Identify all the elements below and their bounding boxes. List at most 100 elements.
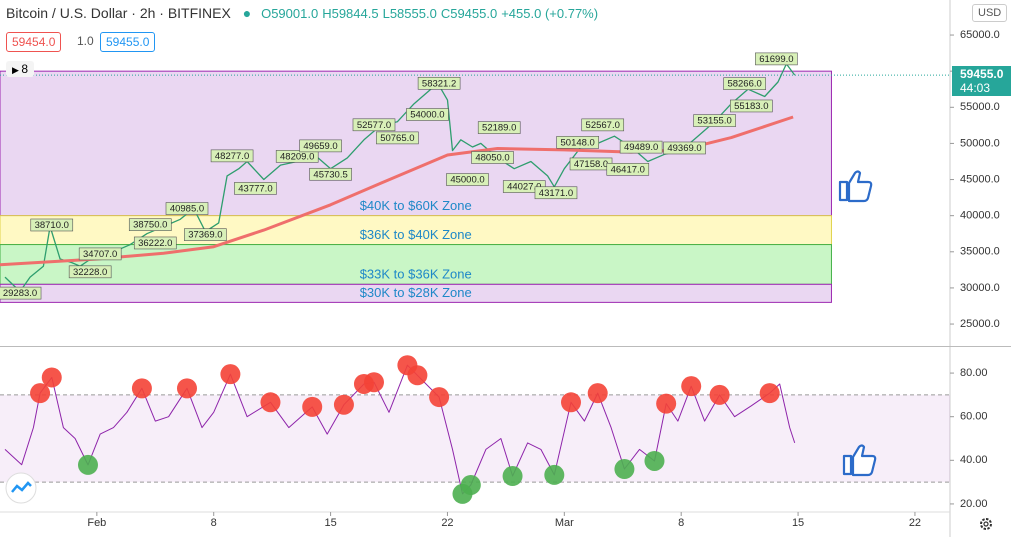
- price-label-box: [78, 247, 122, 261]
- y-tick-label: 35000.0: [960, 246, 1000, 258]
- y-tick-label: 80.00: [960, 367, 988, 379]
- currency-button[interactable]: USD: [972, 4, 1008, 22]
- price-label-box: [693, 114, 736, 127]
- settings-icon: [980, 518, 992, 530]
- change: +455.0 (+0.77%): [501, 6, 599, 21]
- symbol-title: Bitcoin / U.S. Dollar · 2h · BITFINEX: [6, 5, 231, 21]
- price-label-text: 44027.0: [507, 182, 541, 193]
- price-label-text: 49659.0: [303, 141, 337, 152]
- price-label-box: [723, 77, 766, 90]
- rsi-marker: [502, 466, 523, 487]
- price-label-box: [619, 140, 663, 154]
- rsi-marker: [544, 464, 565, 485]
- price-label: 48050.0: [471, 151, 514, 164]
- price-label-box: [184, 228, 227, 241]
- thumbs-up-icon: [842, 444, 877, 477]
- price-label-box: [299, 139, 342, 153]
- rsi-marker: [460, 474, 481, 495]
- rsi-marker: [644, 450, 665, 471]
- x-tick-label: 15: [324, 517, 336, 529]
- spread: 1.0: [77, 34, 94, 48]
- price-label-box: [556, 136, 599, 149]
- ask-button[interactable]: 59455.0: [100, 32, 156, 52]
- price-label-text: 38750.0: [133, 220, 167, 231]
- price-label: 48209.0: [275, 150, 319, 163]
- price-label: 32228.0: [68, 265, 112, 279]
- ohlc: O59001.0 H59844.5 L58555.0 C59455.0 +455.0 (…: [261, 6, 602, 21]
- price-label-box: [376, 131, 419, 145]
- rsi-marker: [709, 384, 730, 405]
- y-tick-label: 25000.0: [960, 318, 1000, 330]
- countdown: 44:03: [960, 81, 991, 95]
- price-label-box: [0, 286, 42, 300]
- price-label-box: [581, 118, 625, 132]
- price-label: 49659.0: [299, 139, 342, 153]
- price-label: 61699.0: [755, 52, 798, 66]
- price-label-text: 47158.0: [574, 159, 608, 170]
- price-label-text: 54000.0: [410, 110, 444, 121]
- price-label: 43777.0: [234, 182, 277, 195]
- price-label: 36222.0: [133, 236, 177, 250]
- price-label: 47158.0: [569, 157, 613, 171]
- price-label: 52577.0: [352, 118, 396, 132]
- price-label-text: 34707.0: [83, 249, 117, 260]
- price-label-text: 53155.0: [697, 116, 731, 127]
- rsi-marker: [561, 392, 582, 413]
- rsi-marker: [759, 383, 780, 404]
- rsi-marker: [333, 394, 354, 415]
- last-price: 59455.0: [960, 67, 1004, 81]
- rsi-marker: [176, 378, 197, 399]
- price-label: 58321.2: [417, 76, 461, 90]
- price-label-box: [663, 141, 706, 155]
- price-label-box: [471, 151, 514, 164]
- header: Bitcoin / U.S. Dollar · 2h · BITFINEX ● …: [6, 5, 602, 21]
- price-label-box: [309, 167, 352, 181]
- price-label-box: [755, 52, 798, 66]
- rsi-marker: [587, 383, 608, 404]
- price-label-text: 49369.0: [667, 143, 701, 154]
- y-tick-label: 20.00: [960, 498, 988, 510]
- price-label: 38710.0: [30, 218, 74, 232]
- price-label: 50765.0: [376, 131, 419, 145]
- x-tick-label: 22: [909, 517, 921, 529]
- zone-label: $40K to $60K Zone: [360, 198, 472, 213]
- x-tick-label: 8: [211, 517, 217, 529]
- price-label: 53155.0: [693, 114, 736, 127]
- price-label-box: [210, 149, 254, 163]
- price-label-box: [534, 186, 578, 200]
- price-label-text: 52567.0: [586, 120, 620, 131]
- indicator-toggle[interactable]: ▶ 8: [6, 61, 35, 77]
- price-label: 52189.0: [477, 121, 521, 134]
- gear-hole: [983, 521, 989, 527]
- x-tick-label: Mar: [555, 517, 574, 529]
- price-label-text: 38710.0: [35, 220, 69, 231]
- price-label-text: 50148.0: [561, 137, 595, 148]
- rsi-marker: [614, 459, 635, 480]
- price-label: 46417.0: [606, 163, 650, 176]
- last-price-tag: 59455.0 44:03: [952, 66, 1011, 96]
- price-label-text: 50765.0: [380, 133, 414, 144]
- price-label-box: [133, 236, 177, 250]
- rsi-marker: [41, 367, 62, 388]
- zone-label: $30K to $28K Zone: [360, 285, 472, 300]
- zone-label: $36K to $40K Zone: [360, 227, 472, 242]
- rsi-marker: [220, 364, 241, 385]
- y-tick-label: 45000.0: [960, 173, 1000, 185]
- x-tick-label: Feb: [87, 517, 106, 529]
- price-label: 45000.0: [446, 173, 489, 186]
- price-label-text: 45730.5: [313, 169, 347, 180]
- price-label: 52567.0: [581, 118, 625, 132]
- rsi-marker: [302, 396, 323, 417]
- price-label-text: 45000.0: [450, 175, 484, 186]
- price-label-text: 48277.0: [215, 151, 249, 162]
- y-tick-label: 40000.0: [960, 210, 1000, 222]
- price-label: 43171.0: [534, 186, 578, 200]
- rsi-marker: [363, 372, 384, 393]
- bid-button[interactable]: 59454.0: [6, 32, 62, 52]
- rsi-marker: [260, 392, 281, 413]
- price-zone: [0, 244, 832, 285]
- price-label: 58266.0: [723, 77, 766, 90]
- x-tick-label: 22: [441, 517, 453, 529]
